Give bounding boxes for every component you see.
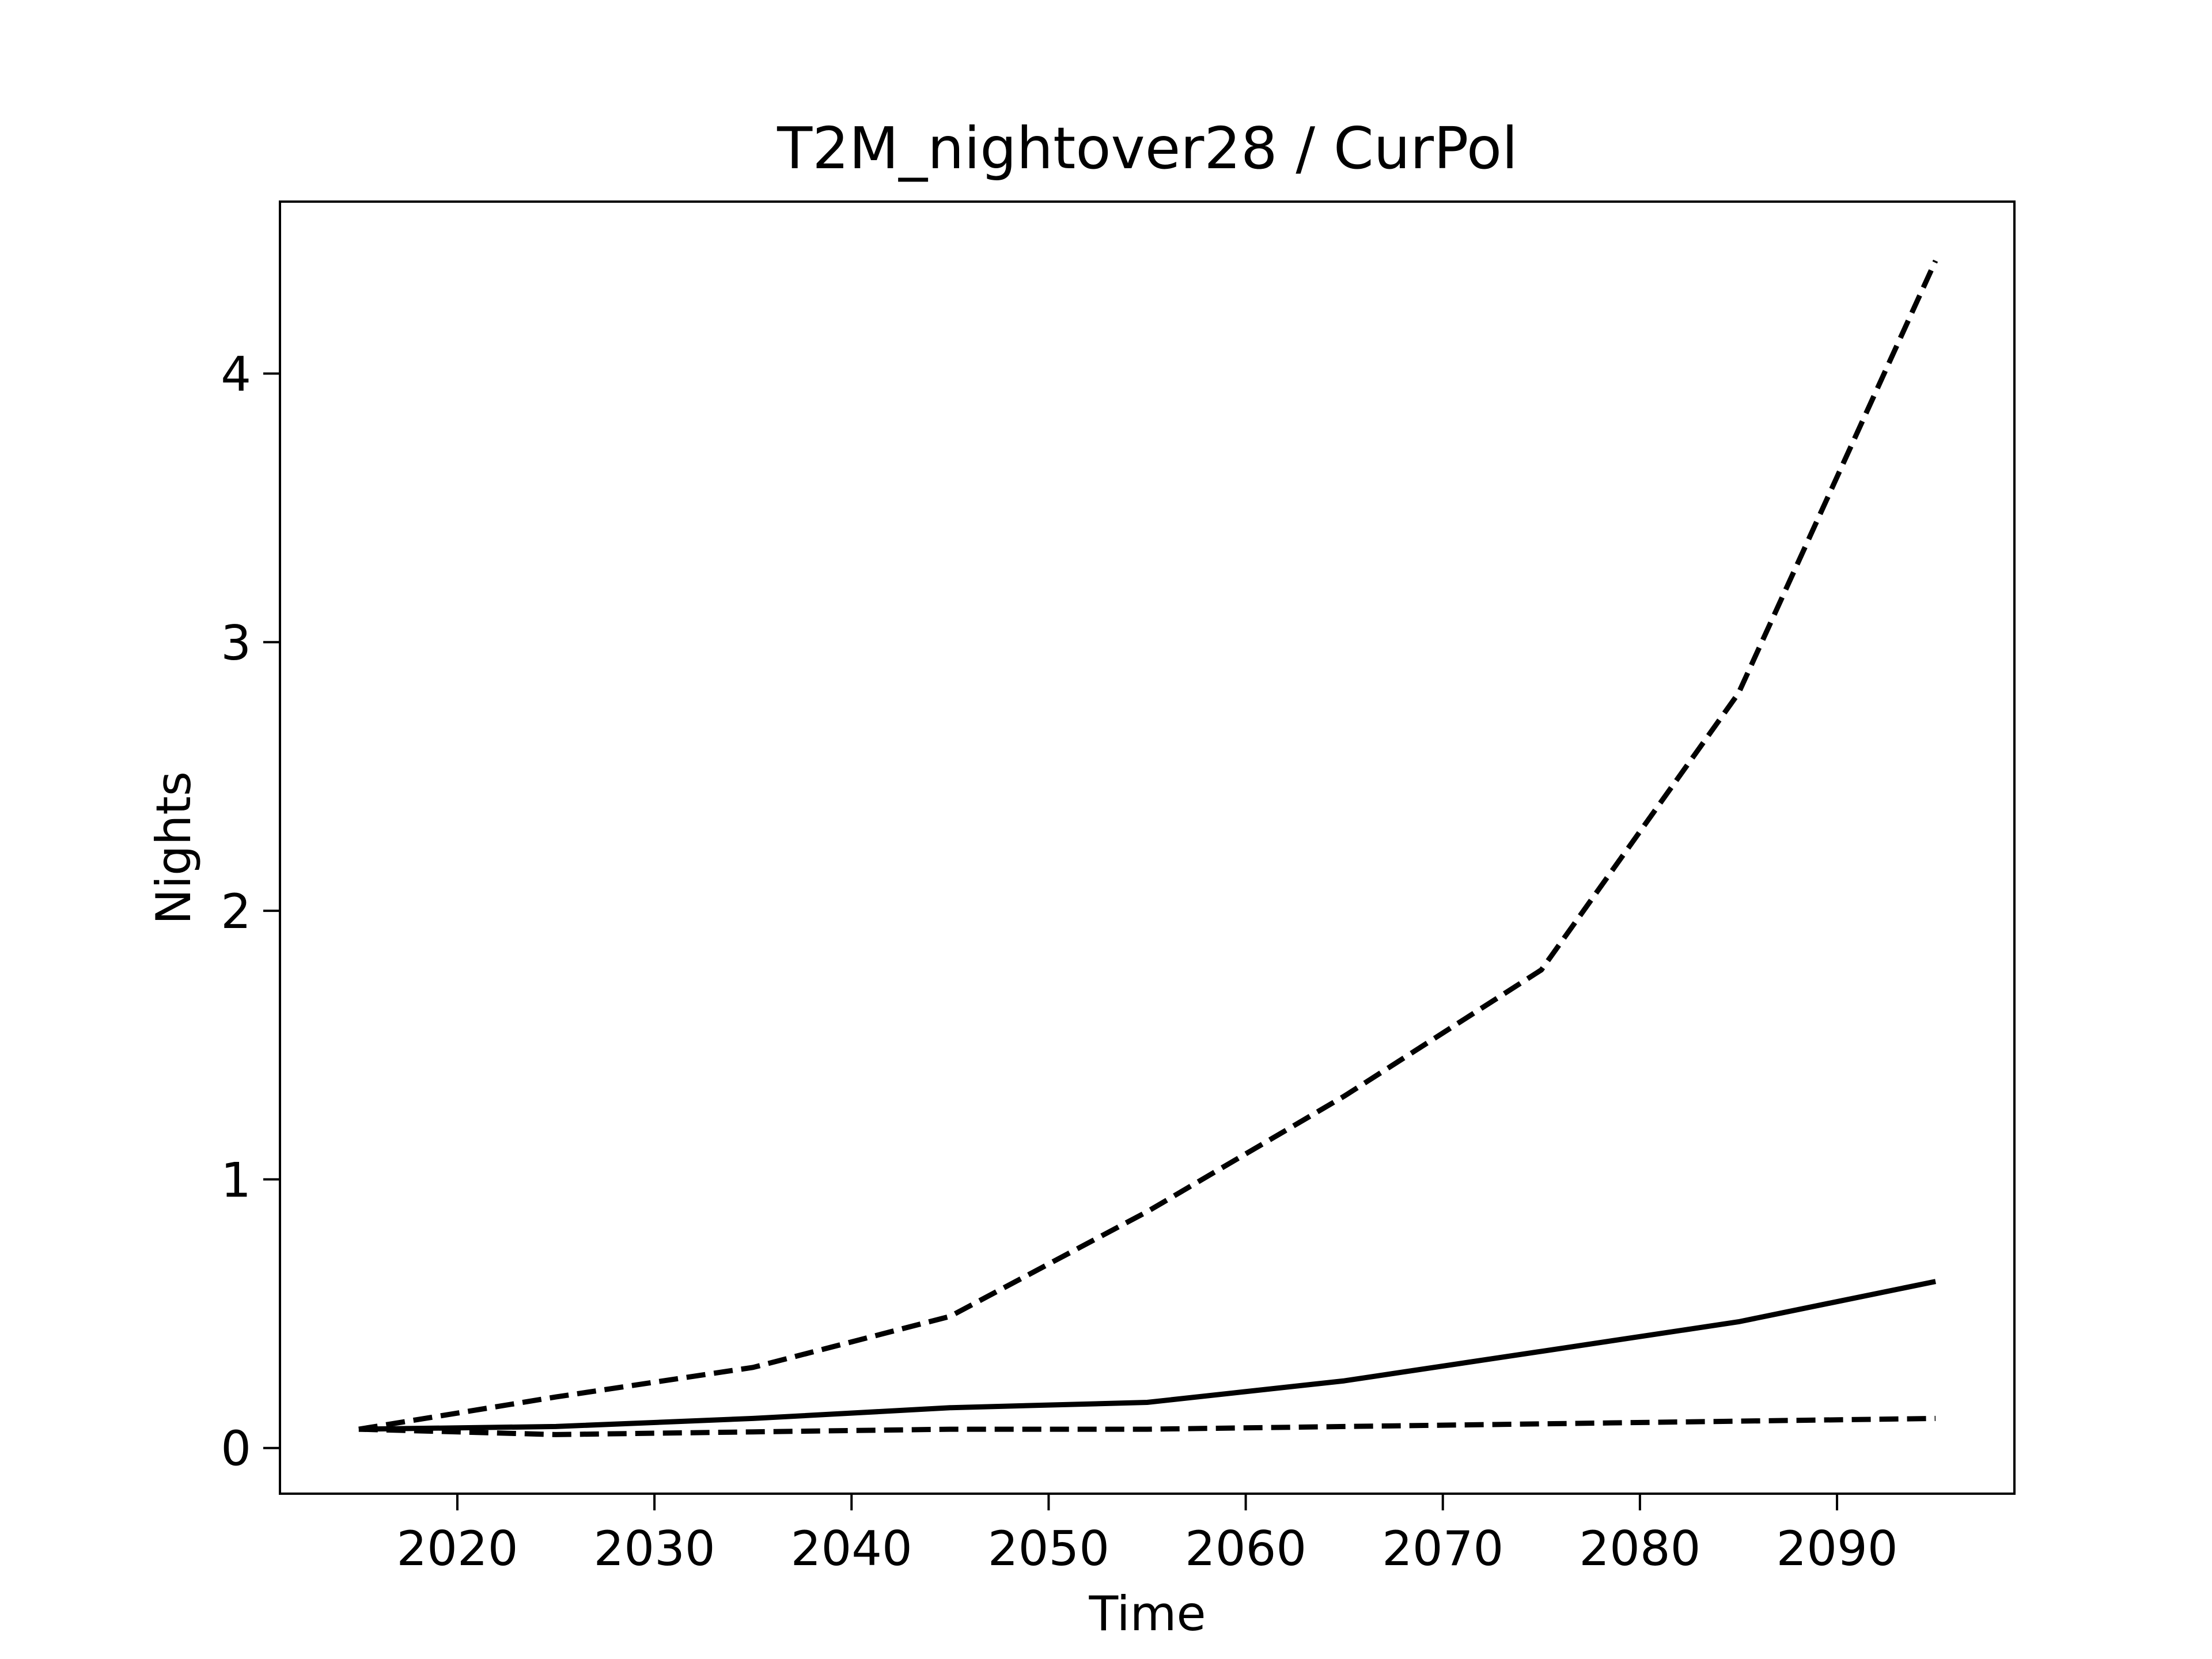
y-tick-label: 0 — [221, 1421, 251, 1477]
y-tick-label: 4 — [221, 346, 251, 402]
x-tick-label: 2030 — [593, 1521, 715, 1577]
series-layer — [358, 259, 1938, 1437]
chart-title: T2M_nightover28 / CurPol — [777, 115, 1518, 182]
y-tick-label: 1 — [221, 1152, 251, 1208]
solid-series-line-1 — [358, 1279, 1937, 1432]
y-axis-label: Nights — [146, 771, 202, 925]
plot-frame — [279, 200, 2016, 1495]
x-tick-label: 2050 — [988, 1521, 1109, 1577]
x-tick-label: 2080 — [1579, 1521, 1700, 1577]
y-tick-label: 3 — [221, 615, 251, 671]
x-tick-label: 2040 — [791, 1521, 912, 1577]
x-tick-label: 2020 — [396, 1521, 518, 1577]
dashed-series-line-3 — [358, 1415, 1936, 1437]
x-axis-label: Time — [1088, 1586, 1206, 1642]
x-tick-label: 2090 — [1776, 1521, 1897, 1577]
dashed-series-line-2 — [358, 259, 1938, 1432]
y-axis-ticks: 0 1 2 3 4 — [221, 346, 280, 1477]
x-tick-label: 2070 — [1382, 1521, 1503, 1577]
y-tick-label: 2 — [221, 884, 251, 940]
x-tick-label: 2060 — [1185, 1521, 1306, 1577]
x-axis-ticks: 2020 2030 2040 2050 2060 2070 2080 2090 — [396, 1494, 1898, 1577]
